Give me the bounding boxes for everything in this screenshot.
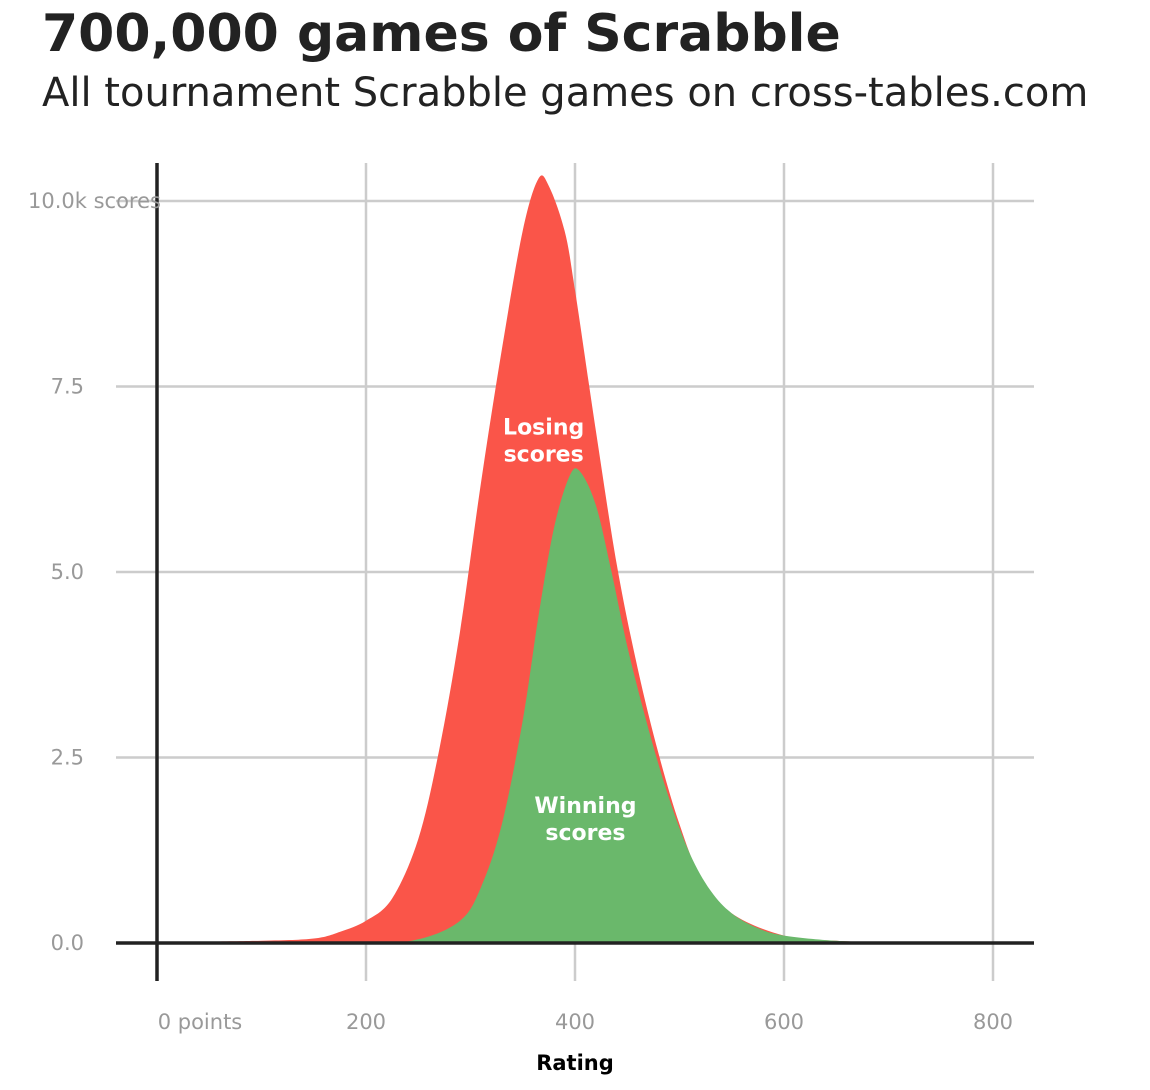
chart-title: 700,000 games of Scrabble	[42, 4, 841, 64]
y-tick-label: 0.0	[51, 931, 84, 955]
series-label-line: scores	[545, 821, 625, 846]
winning-scores-area	[157, 468, 993, 943]
x-tick-label: 400	[555, 1010, 595, 1034]
labels: 0.0 2.5 5.0 7.5 10.0k scores 0 points 200 400 60…	[28, 189, 1013, 1034]
y-tick-label: 10.0k scores	[28, 189, 161, 213]
x-tick-label: 600	[764, 1010, 804, 1034]
axes	[116, 163, 1034, 981]
y-tick-label: 7.5	[51, 375, 84, 399]
series-label-line: Losing	[503, 416, 584, 441]
chart-subtitle: All tournament Scrabble games on cross-t…	[42, 70, 1089, 116]
series-areas	[157, 175, 993, 943]
winning-scores-label: Winning scores	[534, 794, 636, 846]
y-tick-label: 2.5	[51, 746, 84, 770]
losing-scores-label: Losing scores	[503, 416, 584, 468]
x-tick-label: 0 points	[158, 1010, 243, 1034]
series-label-line: Winning	[534, 794, 636, 819]
y-tick-label: 5.0	[51, 560, 84, 584]
x-tick-label: 200	[346, 1010, 386, 1034]
x-axis-title: Rating	[536, 1051, 614, 1075]
x-tick-label: 800	[973, 1010, 1013, 1034]
series-label-line: scores	[504, 443, 584, 468]
